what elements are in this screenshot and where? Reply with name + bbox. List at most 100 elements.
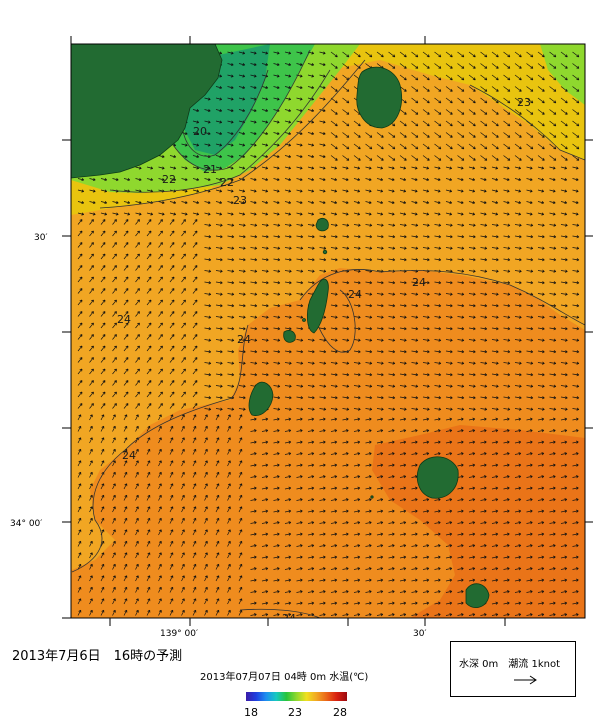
current-vector-arrow bbox=[342, 258, 350, 262]
current-vector-arrow bbox=[572, 440, 579, 444]
current-vector-arrow bbox=[273, 327, 281, 331]
current-vector-arrow bbox=[353, 304, 361, 308]
current-vector-arrow bbox=[296, 463, 303, 467]
current-vector-arrow bbox=[572, 223, 580, 227]
current-vector-arrow bbox=[560, 269, 568, 273]
current-vector-arrow bbox=[376, 396, 384, 400]
current-vector-arrow bbox=[526, 338, 534, 342]
current-vector-arrow bbox=[330, 521, 338, 525]
current-vector-arrow bbox=[77, 322, 83, 329]
current-vector-arrow bbox=[434, 143, 442, 150]
current-vector-arrow bbox=[158, 448, 162, 455]
current-vector-arrow bbox=[480, 463, 487, 467]
current-vector-arrow bbox=[353, 555, 361, 559]
current-vector-arrow bbox=[112, 242, 117, 248]
isotherm-label: 20 bbox=[193, 125, 207, 138]
current-vector-arrow bbox=[480, 304, 488, 308]
current-vector-arrow bbox=[526, 475, 533, 479]
current-vector-arrow bbox=[284, 281, 292, 285]
current-vector-arrow bbox=[192, 253, 198, 260]
current-vector-arrow bbox=[457, 109, 465, 115]
current-vector-arrow bbox=[192, 345, 198, 352]
current-vector-arrow bbox=[457, 555, 464, 559]
current-vector-arrow bbox=[284, 396, 292, 400]
current-vector-arrow bbox=[422, 189, 430, 193]
current-vector-arrow bbox=[560, 532, 568, 536]
current-vector-arrow bbox=[445, 452, 453, 456]
current-vector-arrow bbox=[146, 265, 152, 271]
current-vector-arrow bbox=[445, 498, 453, 502]
current-vector-arrow bbox=[388, 200, 395, 205]
current-vector-arrow bbox=[434, 498, 441, 502]
current-vector-arrow bbox=[100, 517, 105, 524]
current-vector-arrow bbox=[503, 212, 510, 216]
current-vector-arrow bbox=[353, 246, 361, 250]
current-vector-arrow bbox=[445, 601, 453, 605]
current-vector-arrow bbox=[549, 132, 557, 138]
current-vector-arrow bbox=[112, 575, 116, 582]
current-vector-arrow bbox=[273, 62, 280, 67]
current-vector-arrow bbox=[89, 460, 93, 467]
current-vector-arrow bbox=[330, 417, 338, 421]
current-vector-arrow bbox=[135, 311, 140, 317]
current-vector-arrow bbox=[422, 532, 430, 536]
current-vector-arrow bbox=[181, 265, 186, 271]
current-vector-arrow bbox=[250, 269, 258, 273]
current-vector-arrow bbox=[457, 97, 465, 104]
current-vector-arrow bbox=[307, 475, 315, 479]
current-vector-arrow bbox=[549, 155, 557, 161]
current-vector-arrow bbox=[526, 155, 534, 161]
current-vector-arrow bbox=[468, 109, 476, 115]
current-vector-arrow bbox=[215, 506, 220, 513]
current-vector-arrow bbox=[296, 361, 304, 365]
current-vector-arrow bbox=[273, 486, 280, 490]
current-vector-arrow bbox=[169, 575, 174, 582]
current-vector-arrow bbox=[192, 425, 197, 432]
current-vector-arrow bbox=[169, 311, 175, 317]
current-vector-arrow bbox=[342, 120, 350, 127]
current-vector-arrow bbox=[158, 437, 162, 444]
current-vector-arrow bbox=[549, 486, 556, 490]
current-vector-arrow bbox=[514, 200, 522, 205]
current-vector-arrow bbox=[572, 498, 579, 502]
current-vector-arrow bbox=[514, 269, 522, 273]
current-vector-arrow bbox=[112, 391, 117, 398]
current-vector-arrow bbox=[192, 460, 197, 467]
current-vector-arrow bbox=[261, 417, 269, 421]
current-vector-arrow bbox=[480, 361, 488, 365]
current-vector-arrow bbox=[204, 361, 212, 365]
current-vector-arrow bbox=[250, 463, 257, 467]
current-vector-arrow bbox=[434, 63, 442, 69]
current-vector-arrow bbox=[514, 97, 522, 104]
current-vector-arrow bbox=[560, 258, 568, 262]
current-vector-arrow bbox=[135, 460, 139, 467]
current-vector-arrow bbox=[526, 258, 534, 262]
current-vector-arrow bbox=[296, 120, 303, 124]
current-vector-arrow bbox=[388, 132, 396, 138]
current-vector-arrow bbox=[388, 143, 396, 150]
current-vector-arrow bbox=[307, 131, 315, 136]
current-vector-arrow bbox=[273, 384, 281, 388]
current-vector-arrow bbox=[560, 246, 568, 250]
current-vector-arrow bbox=[503, 555, 510, 559]
current-vector-arrow bbox=[491, 350, 499, 354]
current-vector-arrow bbox=[480, 292, 488, 296]
current-vector-arrow bbox=[169, 471, 174, 478]
current-vector-arrow bbox=[445, 532, 453, 536]
current-vector-arrow bbox=[100, 494, 105, 501]
current-vector-arrow bbox=[273, 429, 280, 433]
current-vector-arrow bbox=[376, 567, 384, 571]
current-vector-arrow bbox=[192, 299, 198, 306]
current-vector-arrow bbox=[204, 494, 208, 501]
current-vector-arrow bbox=[468, 555, 476, 559]
current-vector-arrow bbox=[365, 429, 372, 433]
current-vector-arrow bbox=[273, 578, 280, 582]
current-vector-arrow bbox=[537, 429, 545, 433]
current-vector-arrow bbox=[307, 177, 315, 182]
current-vector-arrow bbox=[181, 288, 186, 294]
current-vector-arrow bbox=[560, 109, 568, 115]
current-vector-arrow bbox=[123, 563, 128, 570]
current-vector-arrow bbox=[365, 281, 373, 285]
current-vector-arrow bbox=[330, 189, 338, 193]
current-vector-arrow bbox=[526, 97, 534, 104]
